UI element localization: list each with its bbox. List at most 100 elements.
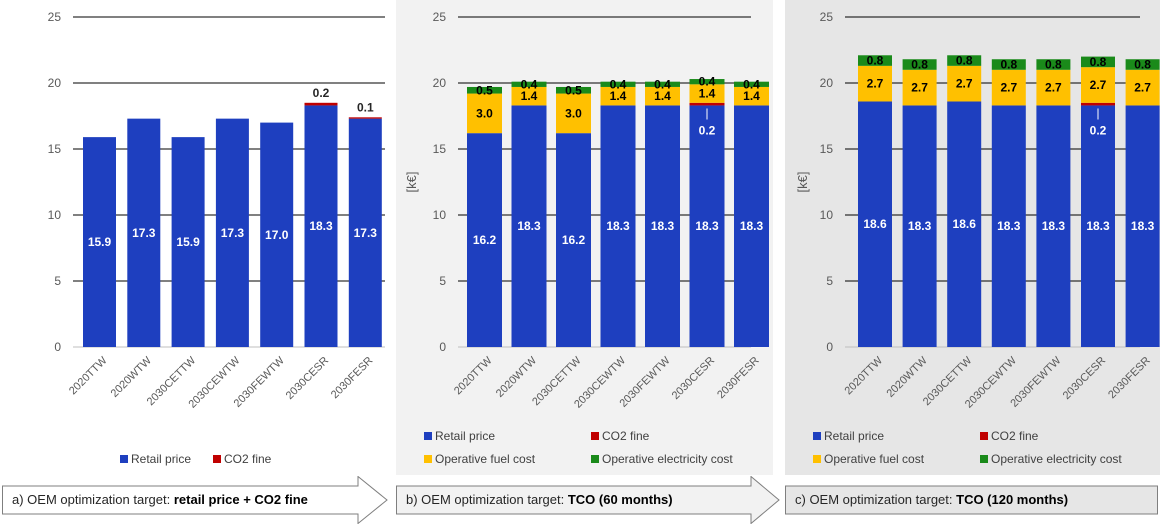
target-label-a: a) OEM optimization target: retail price… bbox=[12, 476, 308, 524]
bar-electricity bbox=[467, 86, 502, 94]
y-tick-label: 10 bbox=[48, 208, 62, 222]
bar-fuel bbox=[511, 86, 547, 106]
bar-retail bbox=[467, 133, 502, 347]
bar-fuel bbox=[1125, 69, 1160, 106]
bar-retail bbox=[556, 133, 591, 347]
legend-item: Retail price bbox=[424, 429, 495, 443]
legend-swatch bbox=[591, 455, 599, 463]
legend-label: CO2 fine bbox=[224, 452, 272, 466]
bar-retail bbox=[902, 105, 937, 347]
data-label-fuel: 1.4 bbox=[610, 89, 627, 103]
data-label-fuel: 1.4 bbox=[699, 87, 716, 101]
legend-swatch bbox=[213, 455, 221, 463]
bar-retail bbox=[689, 105, 725, 347]
box-shape-c bbox=[785, 485, 1158, 515]
y-tick-label: 20 bbox=[433, 76, 447, 90]
data-label-fuel: 2.7 bbox=[1090, 78, 1107, 92]
bar-fuel bbox=[902, 69, 937, 106]
target-box-c: c) OEM optimization target: TCO (120 mon… bbox=[785, 476, 1159, 524]
target-prefix-a: a) OEM optimization target: bbox=[12, 492, 174, 507]
data-label-retail: 15.9 bbox=[88, 235, 112, 249]
x-tick-label: 2030FESR bbox=[715, 355, 762, 402]
bar-electricity bbox=[858, 55, 892, 66]
chart-panel-b: 0 5 10 15 20 25 [k€] 16.2 3.0 0.5 2020TTW 18.3 1.4 0.… bbox=[396, 0, 773, 475]
data-label-electricity: 0.4 bbox=[521, 77, 538, 91]
chart-c: 0 5 10 15 20 25 [k€] 18.6 2.7 0.8 2020TTW 18.3 2.7 0.… bbox=[795, 10, 1160, 411]
data-label-co2: 0.2 bbox=[313, 86, 330, 100]
bar-retail bbox=[260, 122, 294, 347]
legend-label: Operative fuel cost bbox=[435, 452, 536, 466]
bar-retail bbox=[947, 101, 982, 347]
arrow-shape-a bbox=[2, 476, 388, 524]
bar-retail bbox=[83, 137, 116, 347]
x-tick-label: 2030FESR bbox=[329, 355, 376, 402]
bar-electricity bbox=[902, 59, 937, 70]
bar-retail bbox=[734, 105, 769, 347]
y-tick-label: 25 bbox=[48, 10, 62, 24]
data-label-retail: 18.3 bbox=[606, 219, 630, 233]
x-tick-label: 2030CESR bbox=[670, 355, 717, 402]
target-prefix-c: c) OEM optimization target: bbox=[795, 492, 957, 507]
data-label-retail: 16.2 bbox=[562, 233, 586, 247]
bar-electricity bbox=[689, 79, 725, 85]
data-label-fuel: 2.7 bbox=[956, 77, 973, 91]
bar-retail bbox=[127, 118, 161, 347]
data-label-co2: 0.1 bbox=[357, 100, 374, 114]
y-tick-label: 25 bbox=[820, 10, 834, 24]
bar-retail bbox=[1081, 105, 1115, 347]
data-label-retail: 18.3 bbox=[997, 219, 1021, 233]
data-label-electricity: 0.4 bbox=[743, 77, 760, 91]
target-arrow-a: a) OEM optimization target: retail price… bbox=[2, 476, 388, 524]
legend-item: Operative electricity cost bbox=[591, 452, 733, 466]
y-tick-label: 5 bbox=[439, 274, 446, 288]
data-label-retail: 18.3 bbox=[1042, 219, 1066, 233]
data-label-retail: 18.3 bbox=[1131, 219, 1155, 233]
data-label-fuel: 1.4 bbox=[743, 89, 760, 103]
y-tick-label: 15 bbox=[433, 142, 447, 156]
target-arrow-b: b) OEM optimization target: TCO (60 mont… bbox=[396, 476, 780, 524]
bar-fuel bbox=[467, 93, 502, 134]
data-label-retail: 17.0 bbox=[265, 228, 289, 242]
data-label-retail: 17.3 bbox=[354, 226, 378, 240]
data-label-electricity: 0.4 bbox=[610, 77, 627, 91]
bar-electricity bbox=[600, 81, 636, 87]
bar-electricity bbox=[645, 81, 680, 87]
legend-item: Retail price bbox=[120, 452, 191, 466]
y-tick-label: 20 bbox=[820, 76, 834, 90]
bar-co2 bbox=[1081, 102, 1115, 106]
data-label-retail: 18.3 bbox=[309, 219, 333, 233]
bar-fuel bbox=[1081, 67, 1115, 103]
data-label-retail: 18.6 bbox=[953, 217, 977, 231]
legend-item: Operative fuel cost bbox=[424, 452, 535, 466]
bar-fuel bbox=[858, 65, 892, 102]
data-label-fuel: 3.0 bbox=[476, 106, 493, 120]
y-tick-label: 15 bbox=[48, 142, 62, 156]
data-label-fuel: 2.7 bbox=[911, 81, 928, 95]
bar-fuel bbox=[734, 86, 769, 106]
chart-a: 0 5 10 15 20 25 15.9 2020TTW 17.3 2020WTW 15.9 2030… bbox=[48, 10, 385, 411]
legend-swatch bbox=[813, 455, 821, 463]
y-tick-label: 5 bbox=[826, 274, 833, 288]
data-label-retail: 18.6 bbox=[863, 217, 887, 231]
bar-retail bbox=[1036, 105, 1071, 347]
data-label-electricity: 0.5 bbox=[565, 83, 582, 97]
target-label-b: b) OEM optimization target: TCO (60 mont… bbox=[406, 476, 673, 524]
legend-item: Operative fuel cost bbox=[813, 452, 924, 466]
x-tick-label: 2020TTW bbox=[842, 354, 885, 397]
x-tick-label: 2020WTW bbox=[494, 354, 540, 400]
target-bold-a: retail price + CO2 fine bbox=[173, 492, 308, 507]
bar-retail bbox=[1125, 105, 1160, 347]
legend-label: Retail price bbox=[131, 452, 192, 466]
bar-retail bbox=[304, 105, 338, 347]
bar-fuel bbox=[600, 86, 636, 106]
bar-retail bbox=[511, 105, 547, 347]
y-tick-label: 0 bbox=[826, 340, 833, 354]
legend-swatch bbox=[980, 432, 988, 440]
target-label-c: c) OEM optimization target: TCO (120 mon… bbox=[795, 476, 1068, 524]
x-tick-label: 2030CESR bbox=[284, 355, 331, 402]
legend-item: CO2 fine bbox=[591, 429, 649, 443]
bar-electricity bbox=[734, 81, 769, 87]
legend-swatch bbox=[980, 455, 988, 463]
data-label-electricity: 0.8 bbox=[1000, 58, 1017, 72]
bar-electricity bbox=[511, 81, 547, 87]
